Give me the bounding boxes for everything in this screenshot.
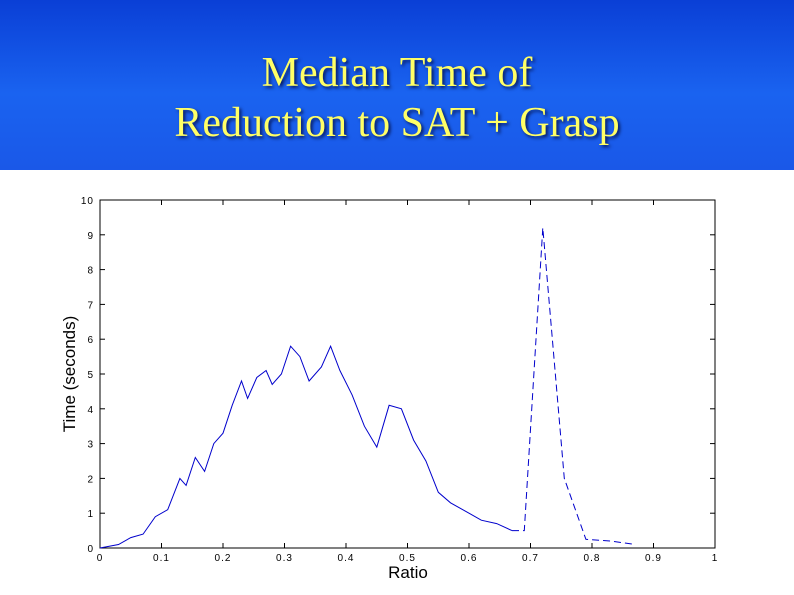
y-tick-label: 4 <box>87 405 94 416</box>
series-line-dashed <box>512 227 636 545</box>
x-tick-label: 0 <box>97 553 104 564</box>
y-tick-label: 2 <box>87 474 94 485</box>
slide-title: Median Time of Reduction to SAT + Grasp <box>0 48 794 148</box>
x-axis-ticks: 0 0.1 0.2 0.3 0.4 0.5 0.6 0.7 0.8 0.9 1 <box>97 200 719 564</box>
slide-title-line1: Median Time of <box>261 50 533 96</box>
x-tick-label: 0.7 <box>522 553 539 564</box>
y-tick-label: 1 <box>87 509 94 520</box>
y-tick-label: 6 <box>87 335 94 346</box>
x-tick-label: 0.3 <box>276 553 293 564</box>
y-tick-label: 9 <box>87 231 94 242</box>
y-tick-label: 8 <box>87 266 94 277</box>
y-axis-label: Time (seconds) <box>60 316 79 433</box>
y-tick-label: 7 <box>87 300 94 311</box>
x-tick-label: 0.1 <box>153 553 170 564</box>
x-tick-label: 0.6 <box>461 553 478 564</box>
y-tick-label: 5 <box>87 370 94 381</box>
title-banner: Median Time of Reduction to SAT + Grasp <box>0 0 794 170</box>
x-axis-label: Ratio <box>388 563 428 582</box>
y-axis-ticks: 0 1 2 3 4 5 6 7 8 9 10 <box>81 196 715 555</box>
x-tick-label: 0.5 <box>399 553 416 564</box>
series-line-solid <box>99 344 513 549</box>
x-tick-label: 0.8 <box>584 553 601 564</box>
y-tick-label: 10 <box>81 196 94 207</box>
x-tick-label: 0.2 <box>215 553 232 564</box>
slide-title-line2: Reduction to SAT + Grasp <box>174 100 620 146</box>
x-tick-label: 0.4 <box>338 553 355 564</box>
plot-frame <box>99 199 716 549</box>
x-tick-label: 0.9 <box>645 553 662 564</box>
series-group <box>99 227 636 549</box>
x-tick-label: 1 <box>712 553 719 564</box>
y-tick-label: 3 <box>87 440 94 451</box>
y-tick-label: 0 <box>87 544 94 555</box>
